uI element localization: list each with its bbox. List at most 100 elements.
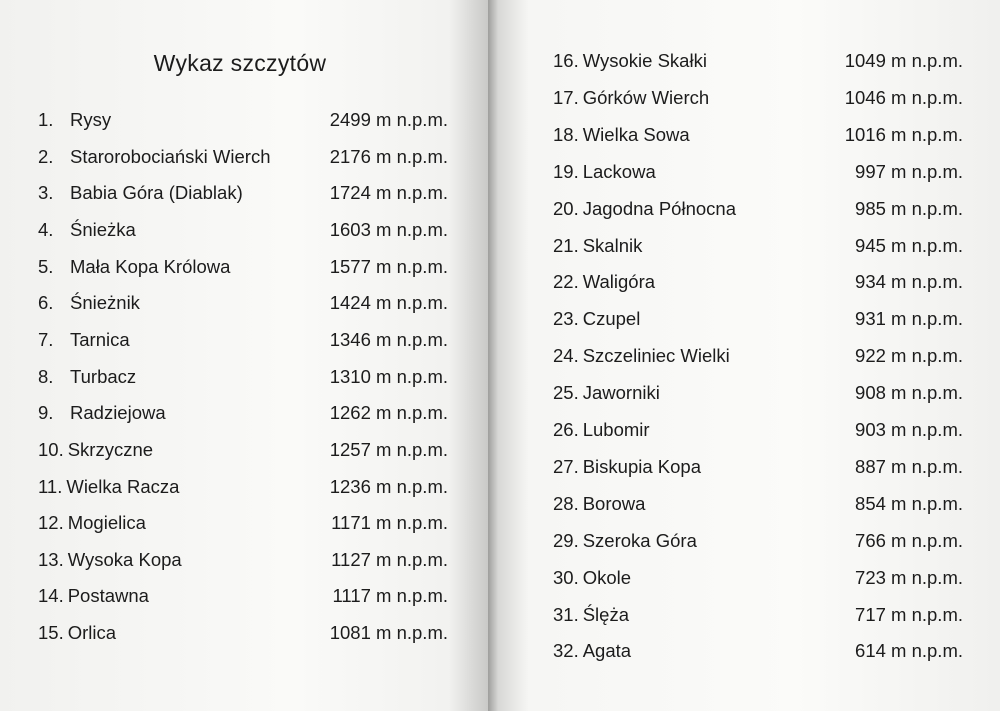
peak-row: 15. Orlica 1081 m n.p.m.: [38, 618, 448, 648]
peak-height: 1346 m n.p.m.: [329, 328, 448, 350]
peak-height: 931 m n.p.m.: [855, 308, 963, 330]
peak-name: Borowa: [582, 492, 646, 514]
peak-name: Śnieżka: [70, 218, 136, 240]
peak-name: Śnieżnik: [70, 292, 140, 314]
peak-row: 2. Starorobociański Wierch 2176 m n.p.m.: [38, 142, 448, 172]
peak-row: 25. Jaworniki 908 m n.p.m.: [553, 378, 963, 408]
peak-height: 922 m n.p.m.: [855, 345, 963, 367]
peak-number: 24.: [553, 345, 579, 367]
peak-row: 11. Wielka Racza 1236 m n.p.m.: [38, 472, 448, 502]
peak-row: 1. Rysy 2499 m n.p.m.: [38, 105, 448, 135]
peak-height: 2176 m n.p.m.: [329, 145, 448, 167]
peak-row: 23. Czupel 931 m n.p.m.: [553, 304, 963, 334]
peak-name: Okole: [582, 566, 632, 588]
peak-height: 934 m n.p.m.: [855, 271, 963, 293]
peak-number: 9.: [38, 402, 54, 424]
peak-height: 1577 m n.p.m.: [329, 255, 448, 277]
peak-height: 1603 m n.p.m.: [329, 218, 448, 240]
peak-number: 11.: [38, 475, 63, 497]
peak-number: 5.: [38, 255, 54, 277]
peak-row: 21. Skalnik 945 m n.p.m.: [553, 231, 963, 261]
peak-name: Mogielica: [67, 512, 146, 534]
peak-number: 31.: [553, 603, 579, 625]
peak-number: 12.: [38, 512, 64, 534]
peak-row: 10. Skrzyczne 1257 m n.p.m.: [38, 435, 448, 465]
peak-height: 854 m n.p.m.: [855, 492, 963, 514]
peak-name: Wysokie Skałki: [582, 50, 707, 71]
peak-height: 887 m n.p.m.: [855, 455, 963, 477]
peak-height: 908 m n.p.m.: [855, 382, 963, 404]
peak-name: Babia Góra (Diablak): [70, 182, 243, 204]
peak-height: 945 m n.p.m.: [855, 234, 963, 256]
peak-name: Skrzyczne: [67, 438, 154, 460]
peak-name: Rysy: [70, 109, 112, 130]
peak-height: 903 m n.p.m.: [855, 419, 963, 440]
peak-name: Jaworniki: [582, 382, 660, 404]
peak-row: 12. Mogielica 1171 m n.p.m.: [38, 508, 448, 538]
left-page: Wykaz szczytów 1. Rysy 2499 m n.p.m. 2. Star…: [0, 0, 488, 711]
peak-name: Mała Kopa Królowa: [70, 255, 231, 277]
peak-number: 13.: [38, 548, 64, 570]
peak-number: 18.: [553, 123, 579, 145]
peak-row: 31. Ślęża 717 m n.p.m.: [553, 600, 963, 630]
peak-name: Starorobociański Wierch: [70, 145, 271, 167]
peak-row: 7. Tarnica 1346 m n.p.m.: [38, 325, 448, 355]
peak-name: Jagodna Północna: [582, 197, 736, 219]
peak-height: 766 m n.p.m.: [855, 529, 963, 551]
peak-height: 1724 m n.p.m.: [329, 182, 448, 204]
peak-name: Tarnica: [70, 328, 130, 350]
peak-number: 8.: [38, 365, 54, 387]
peak-row: 14. Postawna 1117 m n.p.m.: [38, 581, 448, 611]
peak-number: 15.: [38, 622, 64, 644]
peak-number: 6.: [38, 292, 54, 314]
peak-row: 16. Wysokie Skałki 1049 m n.p.m.: [553, 46, 963, 76]
peak-number: 3.: [38, 182, 54, 204]
peak-name: Orlica: [67, 622, 117, 644]
peak-height: 1049 m n.p.m.: [844, 50, 963, 71]
peak-number: 30.: [553, 566, 579, 588]
peak-row: 27. Biskupia Kopa 887 m n.p.m.: [553, 452, 963, 482]
peak-height: 1424 m n.p.m.: [329, 292, 448, 314]
peak-name: Szeroka Góra: [582, 529, 697, 551]
peak-number: 10.: [38, 438, 64, 460]
peak-number: 4.: [38, 218, 54, 240]
peak-row: 3. Babia Góra (Diablak) 1724 m n.p.m.: [38, 178, 448, 208]
peak-number: 26.: [553, 419, 579, 440]
right-page: 16. Wysokie Skałki 1049 m n.p.m. 17. Górków …: [488, 0, 1000, 711]
peak-name: Ślęża: [582, 603, 629, 625]
peak-row: 20. Jagodna Północna 985 m n.p.m.: [553, 194, 963, 224]
peak-height: 997 m n.p.m.: [855, 160, 963, 182]
peak-height: 1236 m n.p.m.: [329, 475, 448, 497]
peak-height: 1310 m n.p.m.: [329, 365, 448, 387]
peak-height: 614 m n.p.m.: [855, 640, 963, 662]
peak-name: Waligóra: [582, 271, 656, 293]
peak-name: Skalnik: [582, 234, 643, 256]
peak-number: 21.: [553, 234, 579, 256]
peak-number: 32.: [553, 640, 579, 662]
peak-name: Biskupia Kopa: [582, 455, 701, 477]
peak-row: 6. Śnieżnik 1424 m n.p.m.: [38, 288, 448, 318]
peak-name: Wielka Sowa: [582, 123, 690, 145]
peak-row: 5. Mała Kopa Królowa 1577 m n.p.m.: [38, 252, 448, 282]
peak-height: 1127 m n.p.m.: [331, 548, 448, 570]
peak-name: Postawna: [67, 585, 149, 607]
peak-number: 16.: [553, 50, 579, 71]
peak-name: Wielka Racza: [66, 475, 180, 497]
peak-number: 25.: [553, 382, 579, 404]
peak-name: Turbacz: [70, 365, 137, 387]
peak-name: Agata: [582, 640, 632, 662]
peak-row: 18. Wielka Sowa 1016 m n.p.m.: [553, 120, 963, 150]
peak-height: 1016 m n.p.m.: [844, 123, 963, 145]
peak-height: 1257 m n.p.m.: [329, 438, 448, 460]
peak-row: 13. Wysoka Kopa 1127 m n.p.m.: [38, 545, 448, 575]
peak-name: Lackowa: [582, 160, 656, 182]
peak-number: 19.: [553, 160, 579, 182]
peak-row: 4. Śnieżka 1603 m n.p.m.: [38, 215, 448, 245]
peak-number: 2.: [38, 145, 54, 167]
peak-number: 14.: [38, 585, 64, 607]
peak-row: 28. Borowa 854 m n.p.m.: [553, 489, 963, 519]
peak-row: 8. Turbacz 1310 m n.p.m.: [38, 362, 448, 392]
peak-number: 23.: [553, 308, 579, 330]
peak-name: Wysoka Kopa: [67, 548, 182, 570]
peak-number: 7.: [38, 328, 54, 350]
